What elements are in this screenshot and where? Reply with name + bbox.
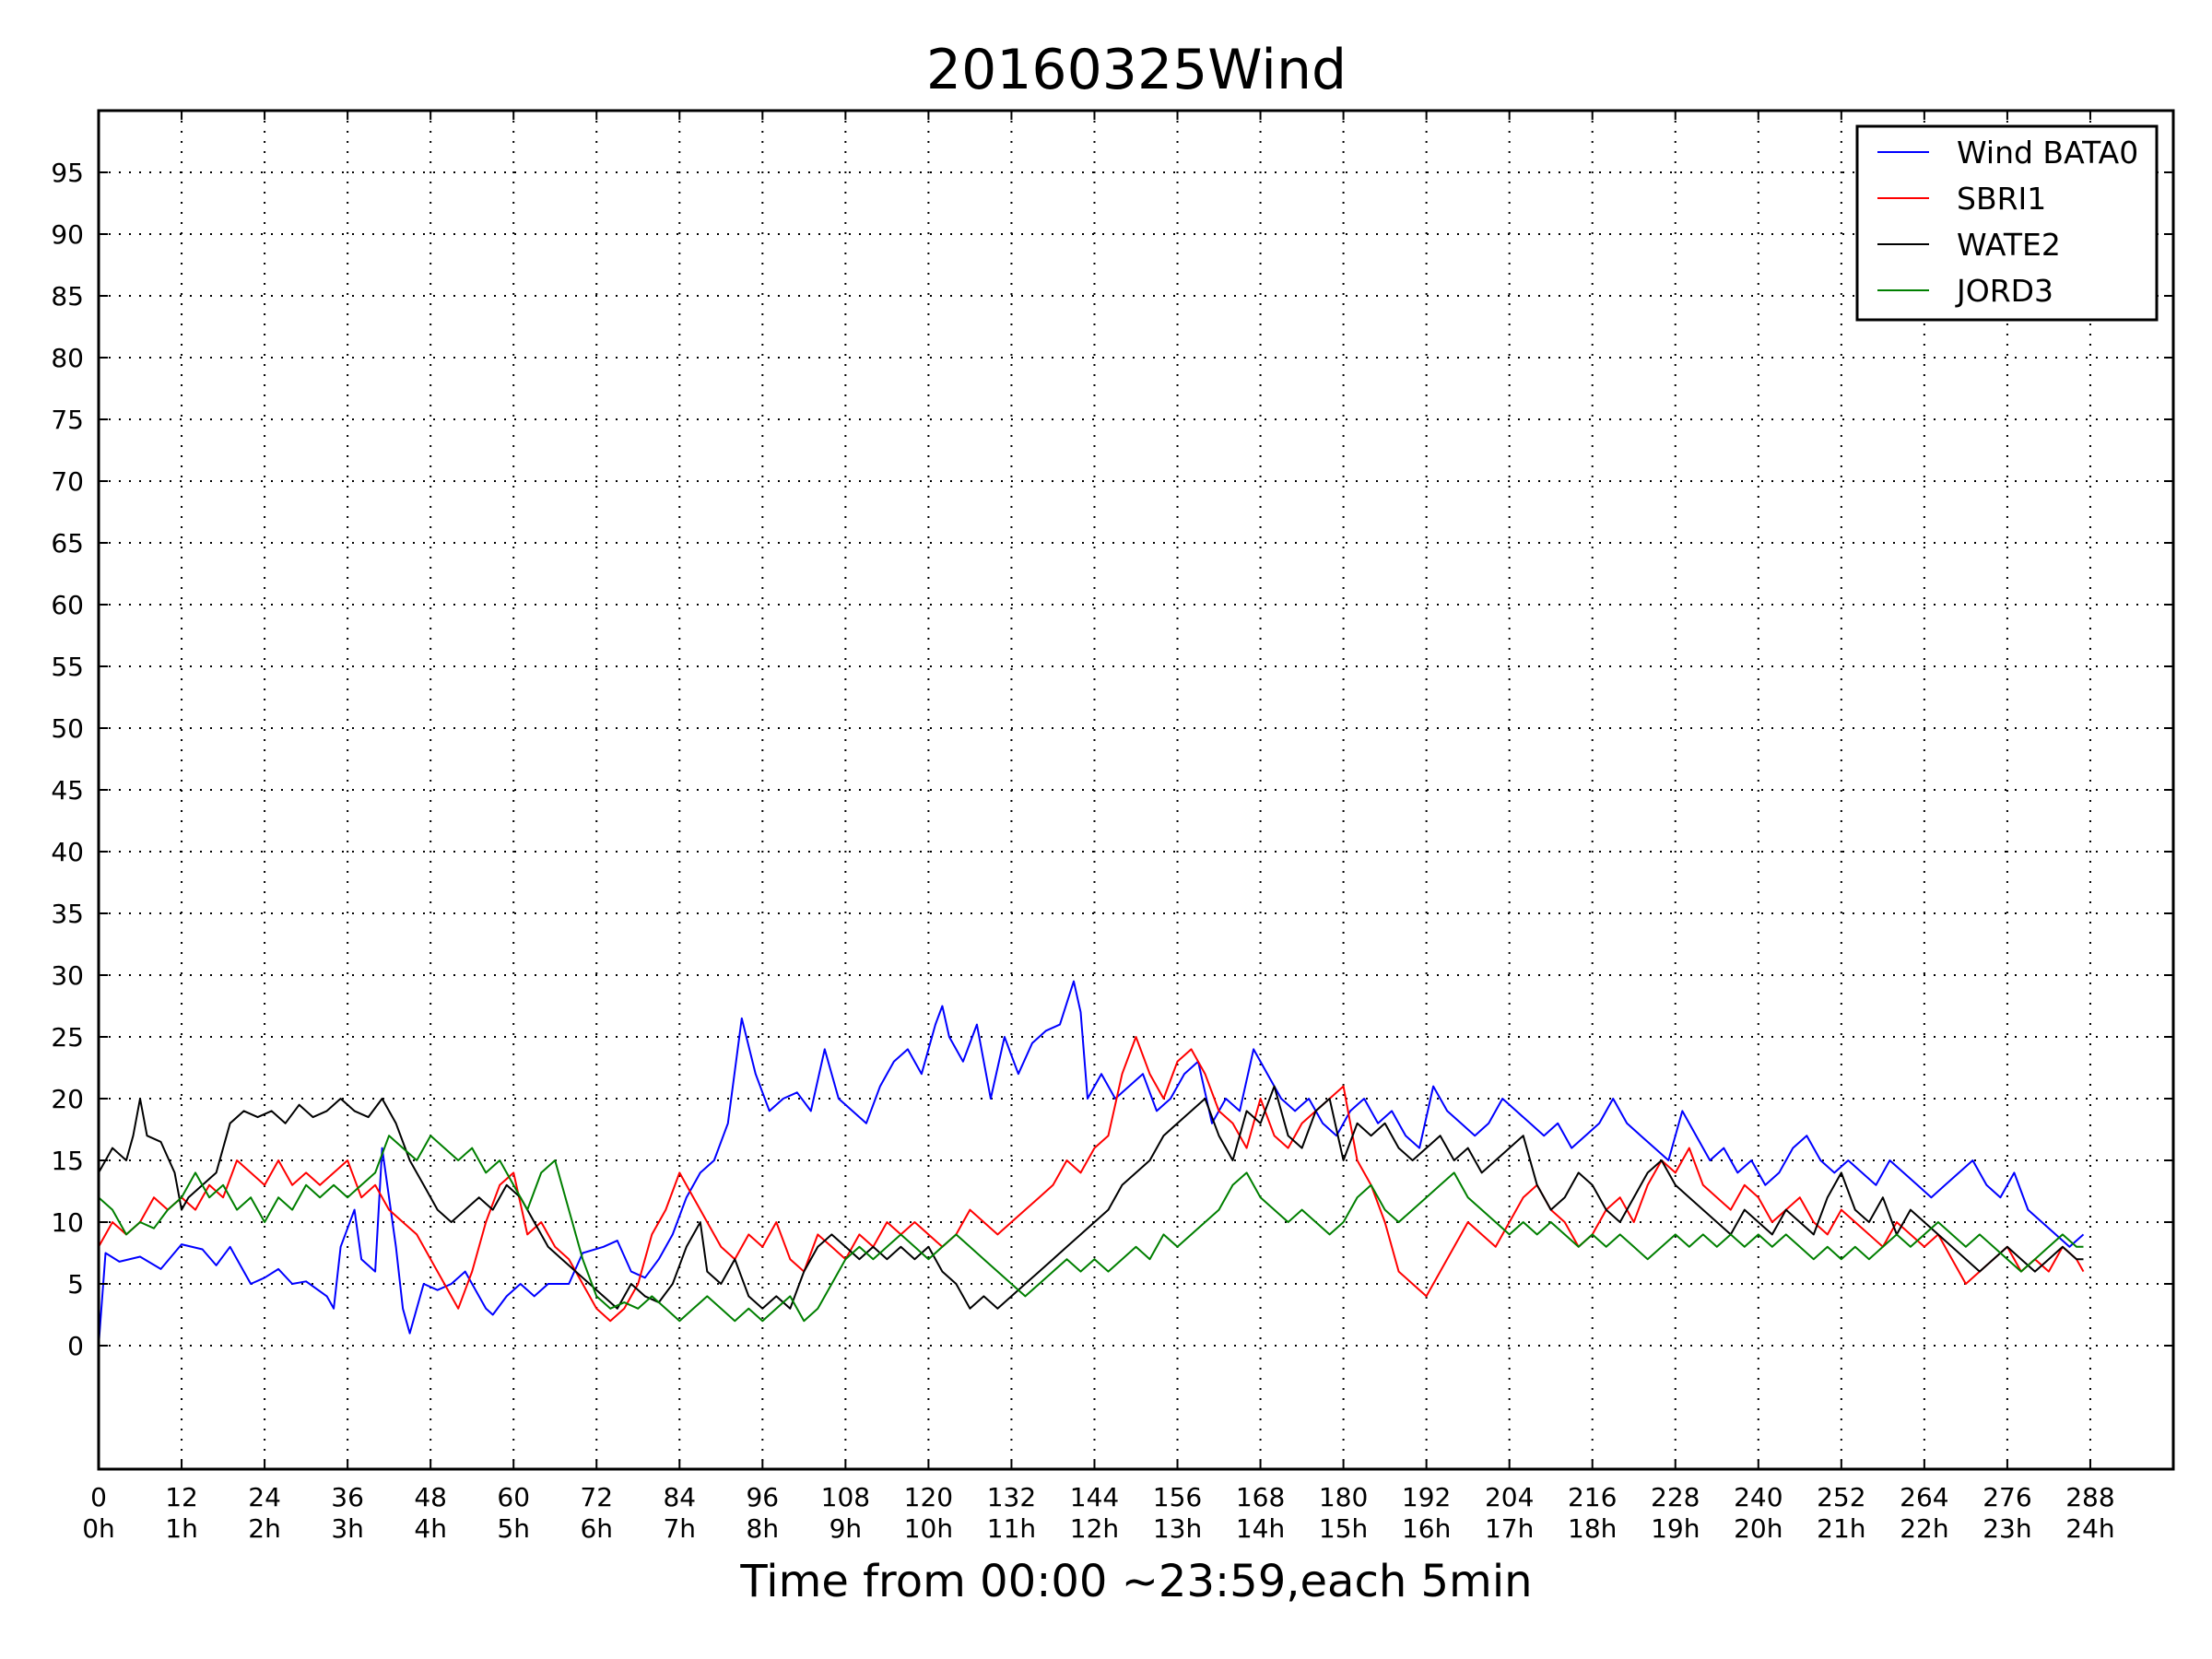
y-tick-label: 85 (51, 281, 84, 312)
x-tick-label: 12 (165, 1482, 198, 1512)
x-tick-label: 48 (414, 1482, 447, 1512)
series-line-2 (98, 1085, 2084, 1310)
y-axis-ticks: 0 5 10 15 20 25 30 35 40 45 50 55 60 65 70 75 80 85 90 95 (51, 158, 2173, 1361)
x-tick-sublabel: 10h (904, 1513, 953, 1544)
x-tick-label: 216 (1568, 1482, 1617, 1512)
y-tick-label: 50 (51, 713, 84, 744)
y-tick-label: 75 (51, 405, 84, 435)
x-tick-label: 192 (1402, 1482, 1451, 1512)
x-tick-sublabel: 4h (414, 1513, 447, 1544)
y-tick-label: 65 (51, 528, 84, 559)
x-tick-label: 132 (987, 1482, 1036, 1512)
y-tick-label: 30 (51, 960, 84, 991)
x-tick-label: 240 (1734, 1482, 1783, 1512)
y-tick-label: 10 (51, 1207, 84, 1238)
x-axis-label: Time from 00:00 ~23:59,each 5min (739, 1556, 1532, 1607)
legend-label: Wind BATA0 (1957, 135, 2138, 171)
x-tick-label: 24 (248, 1482, 281, 1512)
x-tick-sublabel: 6h (580, 1513, 613, 1544)
x-tick-label: 108 (821, 1482, 870, 1512)
legend-label: JORD3 (1955, 273, 2053, 309)
x-tick-sublabel: 22h (1900, 1513, 1948, 1544)
legend-box (1855, 124, 2159, 322)
x-tick-label: 276 (1983, 1482, 2031, 1512)
x-tick-sublabel: 21h (1817, 1513, 1865, 1544)
x-tick-sublabel: 5h (497, 1513, 530, 1544)
x-tick-sublabel: 20h (1734, 1513, 1783, 1544)
y-tick-label: 25 (51, 1022, 84, 1053)
x-tick-sublabel: 2h (248, 1513, 281, 1544)
x-tick-sublabel: 3h (331, 1513, 364, 1544)
y-tick-label: 60 (51, 590, 84, 620)
x-tick-label: 144 (1070, 1482, 1119, 1512)
legend-label: WATE2 (1957, 227, 2061, 263)
y-tick-label: 35 (51, 899, 84, 929)
x-tick-sublabel: 23h (1983, 1513, 2031, 1544)
x-tick-sublabel: 18h (1568, 1513, 1617, 1544)
y-tick-label: 70 (51, 466, 84, 497)
x-tick-label: 204 (1485, 1482, 1534, 1512)
x-tick-label: 228 (1651, 1482, 1700, 1512)
y-tick-label: 95 (51, 158, 84, 188)
x-tick-label: 156 (1153, 1482, 1202, 1512)
y-tick-label: 15 (51, 1146, 84, 1176)
x-tick-sublabel: 12h (1070, 1513, 1119, 1544)
x-tick-sublabel: 1h (165, 1513, 198, 1544)
y-tick-label: 40 (51, 837, 84, 867)
x-tick-label: 180 (1319, 1482, 1368, 1512)
x-tick-label: 96 (746, 1482, 779, 1512)
y-tick-label: 80 (51, 343, 84, 373)
series-line-0 (98, 980, 2085, 1347)
x-tick-sublabel: 16h (1402, 1513, 1451, 1544)
x-tick-label: 84 (663, 1482, 696, 1512)
chart-title: 20160325Wind (926, 38, 1347, 102)
legend: Wind BATA0 SBRI1 WATE2 JORD3 (1855, 124, 2159, 322)
x-tick-sublabel: 19h (1651, 1513, 1700, 1544)
x-tick-label: 168 (1236, 1482, 1285, 1512)
x-tick-label: 60 (497, 1482, 530, 1512)
y-tick-label: 5 (67, 1269, 84, 1300)
x-tick-label: 120 (904, 1482, 953, 1512)
x-tick-sublabel: 11h (987, 1513, 1036, 1544)
x-tick-label: 264 (1900, 1482, 1948, 1512)
x-tick-sublabel: 15h (1319, 1513, 1368, 1544)
x-tick-label: 288 (2065, 1482, 2114, 1512)
x-tick-label: 252 (1817, 1482, 1865, 1512)
series-lines (98, 980, 2085, 1347)
x-tick-label: 36 (331, 1482, 364, 1512)
grid-lines (98, 111, 2173, 1469)
y-tick-label: 55 (51, 652, 84, 682)
x-tick-sublabel: 13h (1153, 1513, 1202, 1544)
x-tick-sublabel: 9h (830, 1513, 863, 1544)
y-tick-label: 0 (67, 1331, 84, 1361)
y-tick-label: 20 (51, 1084, 84, 1114)
x-tick-sublabel: 17h (1485, 1513, 1534, 1544)
legend-label: SBRI1 (1957, 181, 2046, 217)
x-tick-sublabel: 14h (1236, 1513, 1285, 1544)
y-tick-label: 90 (51, 219, 84, 250)
y-tick-label: 45 (51, 775, 84, 806)
x-tick-label: 0 (90, 1482, 107, 1512)
x-tick-sublabel: 7h (663, 1513, 696, 1544)
series-line-3 (98, 1135, 2084, 1323)
x-tick-sublabel: 8h (747, 1513, 780, 1544)
x-tick-label: 72 (580, 1482, 613, 1512)
x-tick-sublabel: 24h (2065, 1513, 2114, 1544)
series-line-1 (98, 1036, 2085, 1323)
x-tick-sublabel: 0h (82, 1513, 115, 1544)
